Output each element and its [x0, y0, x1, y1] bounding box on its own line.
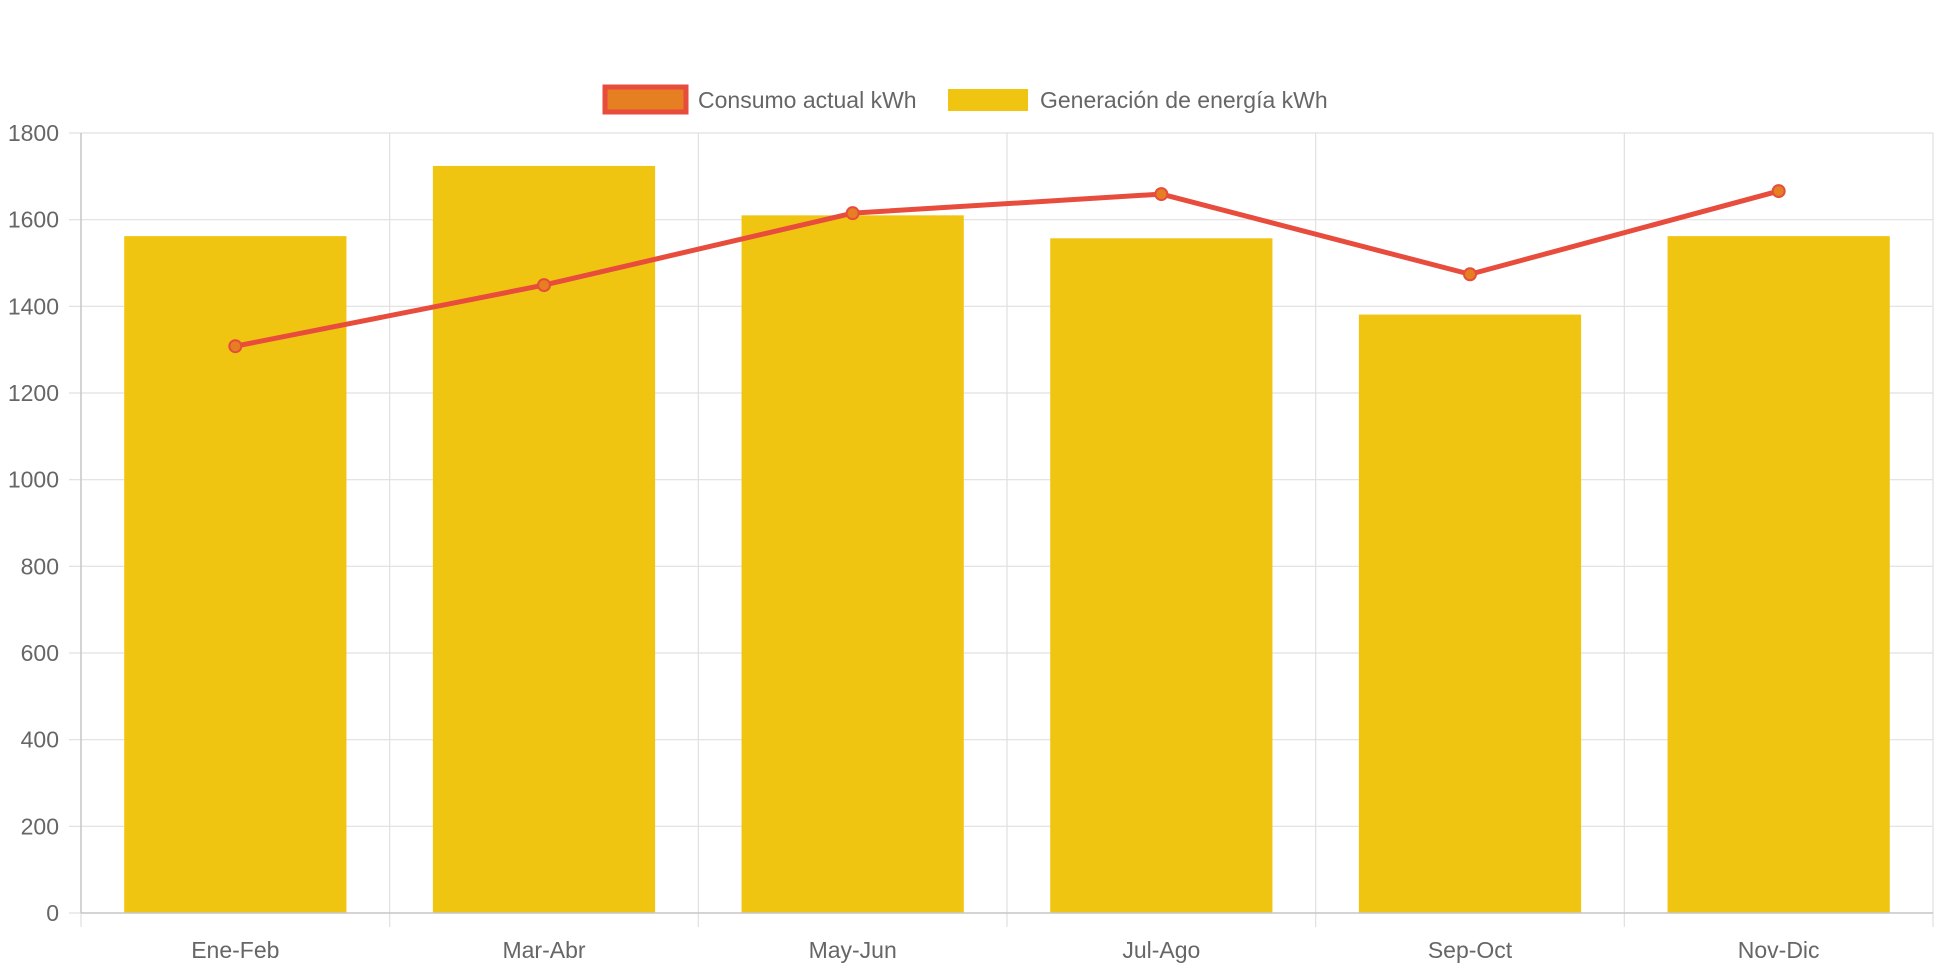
y-tick-label: 1000 [8, 467, 59, 493]
axes: 0 200 400 600 800 1000 1200 1400 1600 1800 Ene-Feb… [8, 120, 1933, 963]
legend-label-bar: Generación de energía kWh [1040, 87, 1328, 113]
line-point[interactable] [845, 206, 860, 221]
legend-swatch-line [602, 84, 689, 115]
y-tick-label: 1600 [8, 207, 59, 233]
bar[interactable] [1667, 236, 1890, 914]
bar[interactable] [741, 215, 964, 914]
y-tick-label: 1200 [8, 380, 59, 406]
line-point[interactable] [228, 339, 243, 354]
legend-item-line[interactable]: Consumo actual kWh [602, 84, 917, 115]
y-tick-label: 800 [21, 553, 59, 579]
legend: Consumo actual kWh Generación de energía… [602, 84, 1328, 115]
line-point[interactable] [1771, 184, 1786, 199]
y-tick-label: 600 [21, 640, 59, 666]
x-tick-label: Sep-Oct [1428, 937, 1513, 963]
y-tick-label: 0 [46, 900, 59, 926]
bar[interactable] [1358, 314, 1582, 914]
line-series [228, 184, 1786, 354]
x-tick-label: Nov-Dic [1738, 937, 1820, 963]
line-point[interactable] [1154, 187, 1169, 202]
y-tick-label: 1800 [8, 120, 59, 146]
grid-lines [69, 132, 1934, 927]
bar[interactable] [1050, 238, 1273, 914]
y-tick-label: 1400 [8, 293, 59, 319]
y-tick-label: 400 [21, 727, 59, 753]
x-tick-label: Mar-Abr [502, 937, 585, 963]
line-path [232, 188, 1782, 349]
y-tick-label: 200 [21, 813, 59, 839]
x-tick-label: May-Jun [809, 937, 897, 963]
bar-series [124, 165, 1890, 914]
bar[interactable] [432, 165, 656, 913]
line-point[interactable] [1463, 267, 1477, 282]
line-point[interactable] [537, 278, 551, 293]
bar[interactable] [124, 236, 347, 914]
x-tick-label: Ene-Feb [191, 937, 279, 963]
legend-item-bar[interactable]: Generación de energía kWh [948, 87, 1328, 113]
x-tick-label: Jul-Ago [1122, 937, 1200, 963]
legend-label-line: Consumo actual kWh [698, 87, 917, 113]
legend-swatch-bar [948, 89, 1028, 111]
